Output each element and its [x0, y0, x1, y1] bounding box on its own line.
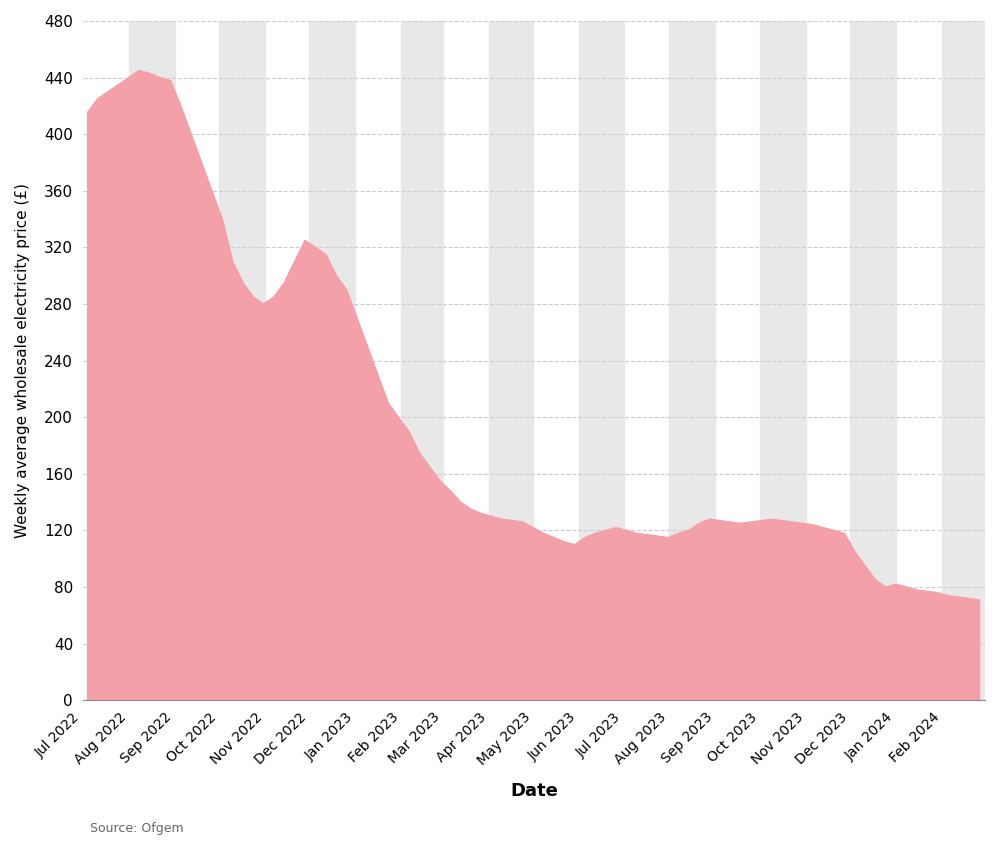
Bar: [489, 21, 533, 700]
Text: Source: Ofgem: Source: Ofgem: [90, 822, 184, 835]
Bar: [942, 21, 985, 700]
Bar: [850, 21, 896, 700]
Bar: [219, 21, 265, 700]
Y-axis label: Weekly average wholesale electricity price (£): Weekly average wholesale electricity pri…: [15, 183, 30, 538]
Bar: [129, 21, 175, 700]
Bar: [401, 21, 443, 700]
Bar: [669, 21, 715, 700]
Bar: [760, 21, 806, 700]
Bar: [309, 21, 355, 700]
X-axis label: Date: Date: [510, 782, 558, 801]
Bar: [579, 21, 624, 700]
